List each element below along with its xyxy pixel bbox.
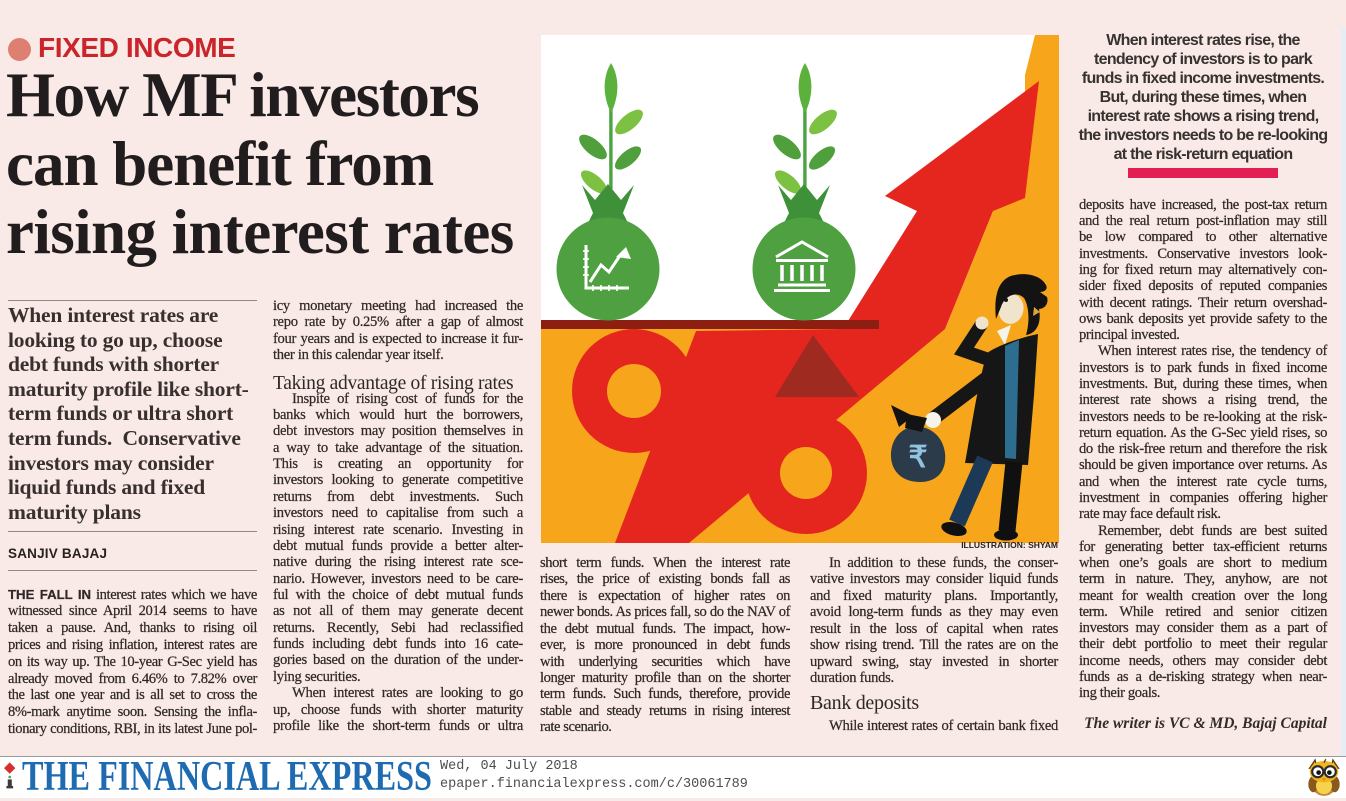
svg-text:₹: ₹ bbox=[908, 441, 927, 474]
